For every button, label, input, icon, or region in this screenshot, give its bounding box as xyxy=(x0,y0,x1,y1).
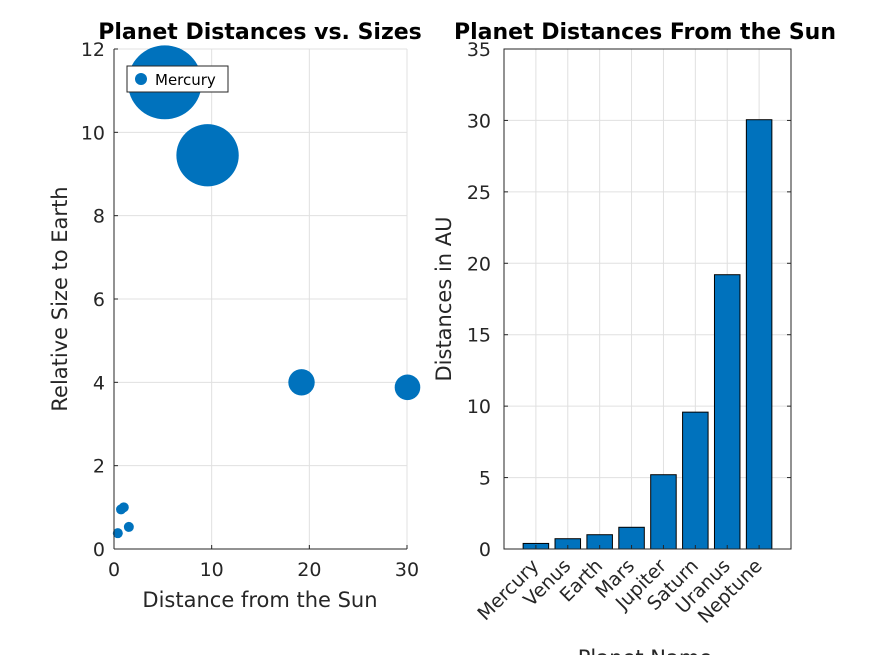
scatter-x-tick-label: 0 xyxy=(108,559,120,581)
bar-y-tick-label: 10 xyxy=(467,396,491,418)
bar-axes-box xyxy=(503,48,792,550)
scatter-point xyxy=(123,521,134,532)
scatter-point xyxy=(176,124,239,187)
bar-chart: 05101520253035MercuryVenusEarthMarsJupit… xyxy=(432,20,836,655)
scatter-points xyxy=(112,45,421,539)
bars xyxy=(522,119,773,550)
scatter-y-tick-label: 10 xyxy=(81,122,105,144)
scatter-x-tick-label: 30 xyxy=(395,559,419,581)
scatter-point xyxy=(288,369,315,396)
scatter-y-tick-label: 6 xyxy=(93,289,105,311)
scatter-y-tick-label: 8 xyxy=(93,206,105,228)
scatter-x-tick-label: 20 xyxy=(297,559,321,581)
scatter-y-tick-label: 4 xyxy=(93,372,105,394)
legend-marker xyxy=(135,73,147,85)
bar-y-tick-label: 0 xyxy=(479,539,491,561)
bar-y-tick-label: 30 xyxy=(467,110,491,132)
bar-saturn xyxy=(682,411,709,550)
bar-y-tick-label: 20 xyxy=(467,253,491,275)
scatter-grid xyxy=(113,48,408,550)
bar-jupiter xyxy=(650,474,677,550)
scatter-point xyxy=(118,502,129,513)
scatter-ticks: 0 10 20 30 0 2 4 6 8 10 12 xyxy=(81,39,419,581)
bar-y-tick-label: 5 xyxy=(479,468,491,490)
legend-entry-mercury: Mercury xyxy=(155,71,216,89)
scatter-x-label: Distance from the Sun xyxy=(142,588,377,612)
scatter-point xyxy=(394,374,421,401)
scatter-y-label: Relative Size to Earth xyxy=(48,186,72,411)
scatter-y-tick-label: 12 xyxy=(81,39,105,61)
scatter-chart: 0 10 20 30 0 2 4 6 8 10 12 Planet Distances vs. Si… xyxy=(48,20,422,612)
bar-neptune xyxy=(745,119,773,550)
bar-y-tick-label: 25 xyxy=(467,182,491,204)
bar-plot-area xyxy=(504,49,791,549)
bar-y-label: Distances in AU xyxy=(432,217,456,382)
bar-y-tick-label: 35 xyxy=(467,39,491,61)
scatter-title: Planet Distances vs. Sizes xyxy=(98,20,422,45)
bar-title: Planet Distances From the Sun xyxy=(454,20,836,45)
scatter-legend: Mercury xyxy=(126,65,229,93)
scatter-point xyxy=(112,528,123,539)
scatter-x-tick-label: 10 xyxy=(200,559,224,581)
scatter-y-tick-label: 2 xyxy=(93,456,105,478)
bar-y-tick-label: 15 xyxy=(467,325,491,347)
scatter-y-tick-label: 0 xyxy=(93,539,105,561)
bar-uranus xyxy=(713,274,741,550)
bar-x-label: Planet Name xyxy=(578,646,712,655)
